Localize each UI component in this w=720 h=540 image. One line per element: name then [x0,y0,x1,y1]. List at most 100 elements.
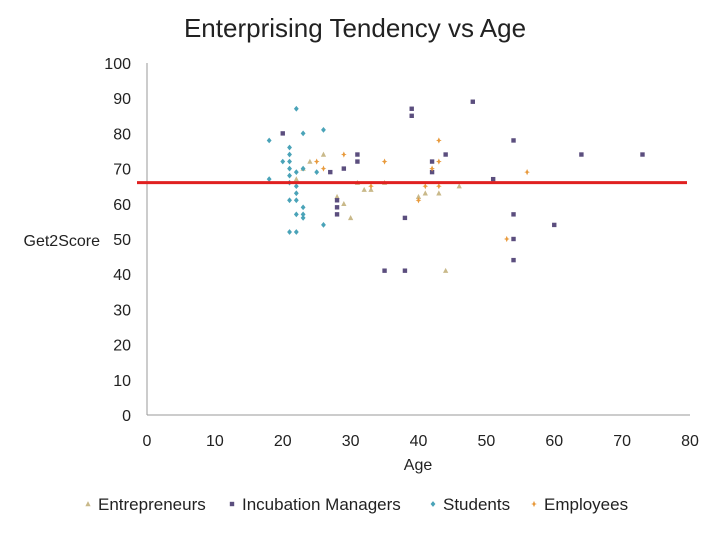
series-3 [313,137,530,243]
data-point [490,176,496,182]
x-tick-label: 80 [681,433,699,450]
data-point [436,158,442,165]
data-point [293,183,299,190]
y-tick-label: 40 [113,267,131,284]
data-point [402,268,408,273]
data-point [368,183,374,190]
data-point [334,205,340,210]
data-point [334,212,340,217]
data-point [429,159,435,164]
data-point [320,151,327,157]
x-tick-label: 60 [545,433,563,450]
data-point [293,169,299,175]
data-point [470,99,475,104]
data-point [347,215,354,221]
chart-title: Enterprising Tendency vs Age [184,13,526,43]
data-point [300,165,306,172]
legend-item: Incubation Managers [229,495,401,514]
data-point [415,197,422,204]
legend: Entrepreneurs Incubation Managers Students… [85,495,628,514]
data-point [293,229,299,235]
data-point [436,190,442,196]
x-tick-label: 40 [410,433,428,450]
data-point [552,222,557,228]
x-tick-label: 20 [274,433,292,450]
data-point [429,165,435,172]
data-point [328,169,333,175]
data-point [293,176,299,182]
data-point [511,138,516,143]
x-tick-label: 30 [342,433,360,450]
y-tick-label: 50 [113,232,131,249]
data-point [307,158,313,164]
data-point [280,131,285,136]
data-points [266,99,645,273]
plot-area [146,63,690,416]
data-point [503,235,510,243]
data-point [321,222,326,228]
y-tick-label: 80 [113,126,131,143]
data-point [511,257,516,263]
data-point [415,193,422,199]
data-point [443,267,449,273]
data-point [266,137,272,144]
data-point [355,159,360,164]
data-point [300,204,306,211]
data-point [287,172,292,179]
data-point [341,200,347,206]
y-axis-label: Get2Score [24,233,101,250]
legend-item: Employees [531,495,628,514]
data-point [287,151,292,158]
y-tick-label: 20 [113,338,131,355]
data-point [340,151,347,158]
x-tick-label: 0 [143,433,152,450]
data-point [436,183,442,190]
legend-marker [531,500,537,508]
data-point [422,190,428,196]
data-point [341,166,347,171]
y-tick-label: 0 [122,408,131,425]
data-point [293,190,299,197]
data-point [409,106,414,111]
x-tick-label: 50 [477,433,495,450]
data-point [287,158,292,165]
legend-item: Entrepreneurs [85,495,206,514]
data-point [287,144,292,151]
data-point [511,236,516,242]
y-tick-label: 70 [113,162,131,179]
x-axis-label: Age [404,457,433,474]
data-point [320,165,327,172]
data-point [293,105,299,112]
data-point [640,152,645,157]
legend-label: Employees [544,495,628,514]
data-point [443,152,448,157]
legend-marker [85,501,91,507]
x-tick-label: 70 [613,433,631,450]
data-point [456,183,462,189]
series-0 [293,151,462,273]
data-point [381,158,388,165]
y-tick-labels: 0 10 20 30 40 50 60 70 80 90 100 [104,56,131,425]
data-point [524,169,530,176]
y-tick-label: 30 [113,302,131,319]
data-point [300,130,306,137]
data-point [355,152,360,157]
legend-label: Entrepreneurs [98,495,206,514]
data-point [287,165,292,172]
legend-label: Incubation Managers [242,495,401,514]
data-point [266,176,272,183]
data-point [422,183,429,190]
data-point [280,158,286,165]
data-point [300,211,306,218]
y-tick-label: 10 [113,373,131,390]
x-tick-labels: 0 10 20 30 40 50 60 70 80 [143,433,699,450]
series-1 [280,99,645,273]
data-point [334,193,340,199]
legend-item: Students [430,495,510,514]
data-point [409,113,414,118]
data-point [368,186,374,192]
legend-label: Students [443,495,510,514]
data-point [429,169,435,175]
y-tick-label: 100 [104,56,131,73]
